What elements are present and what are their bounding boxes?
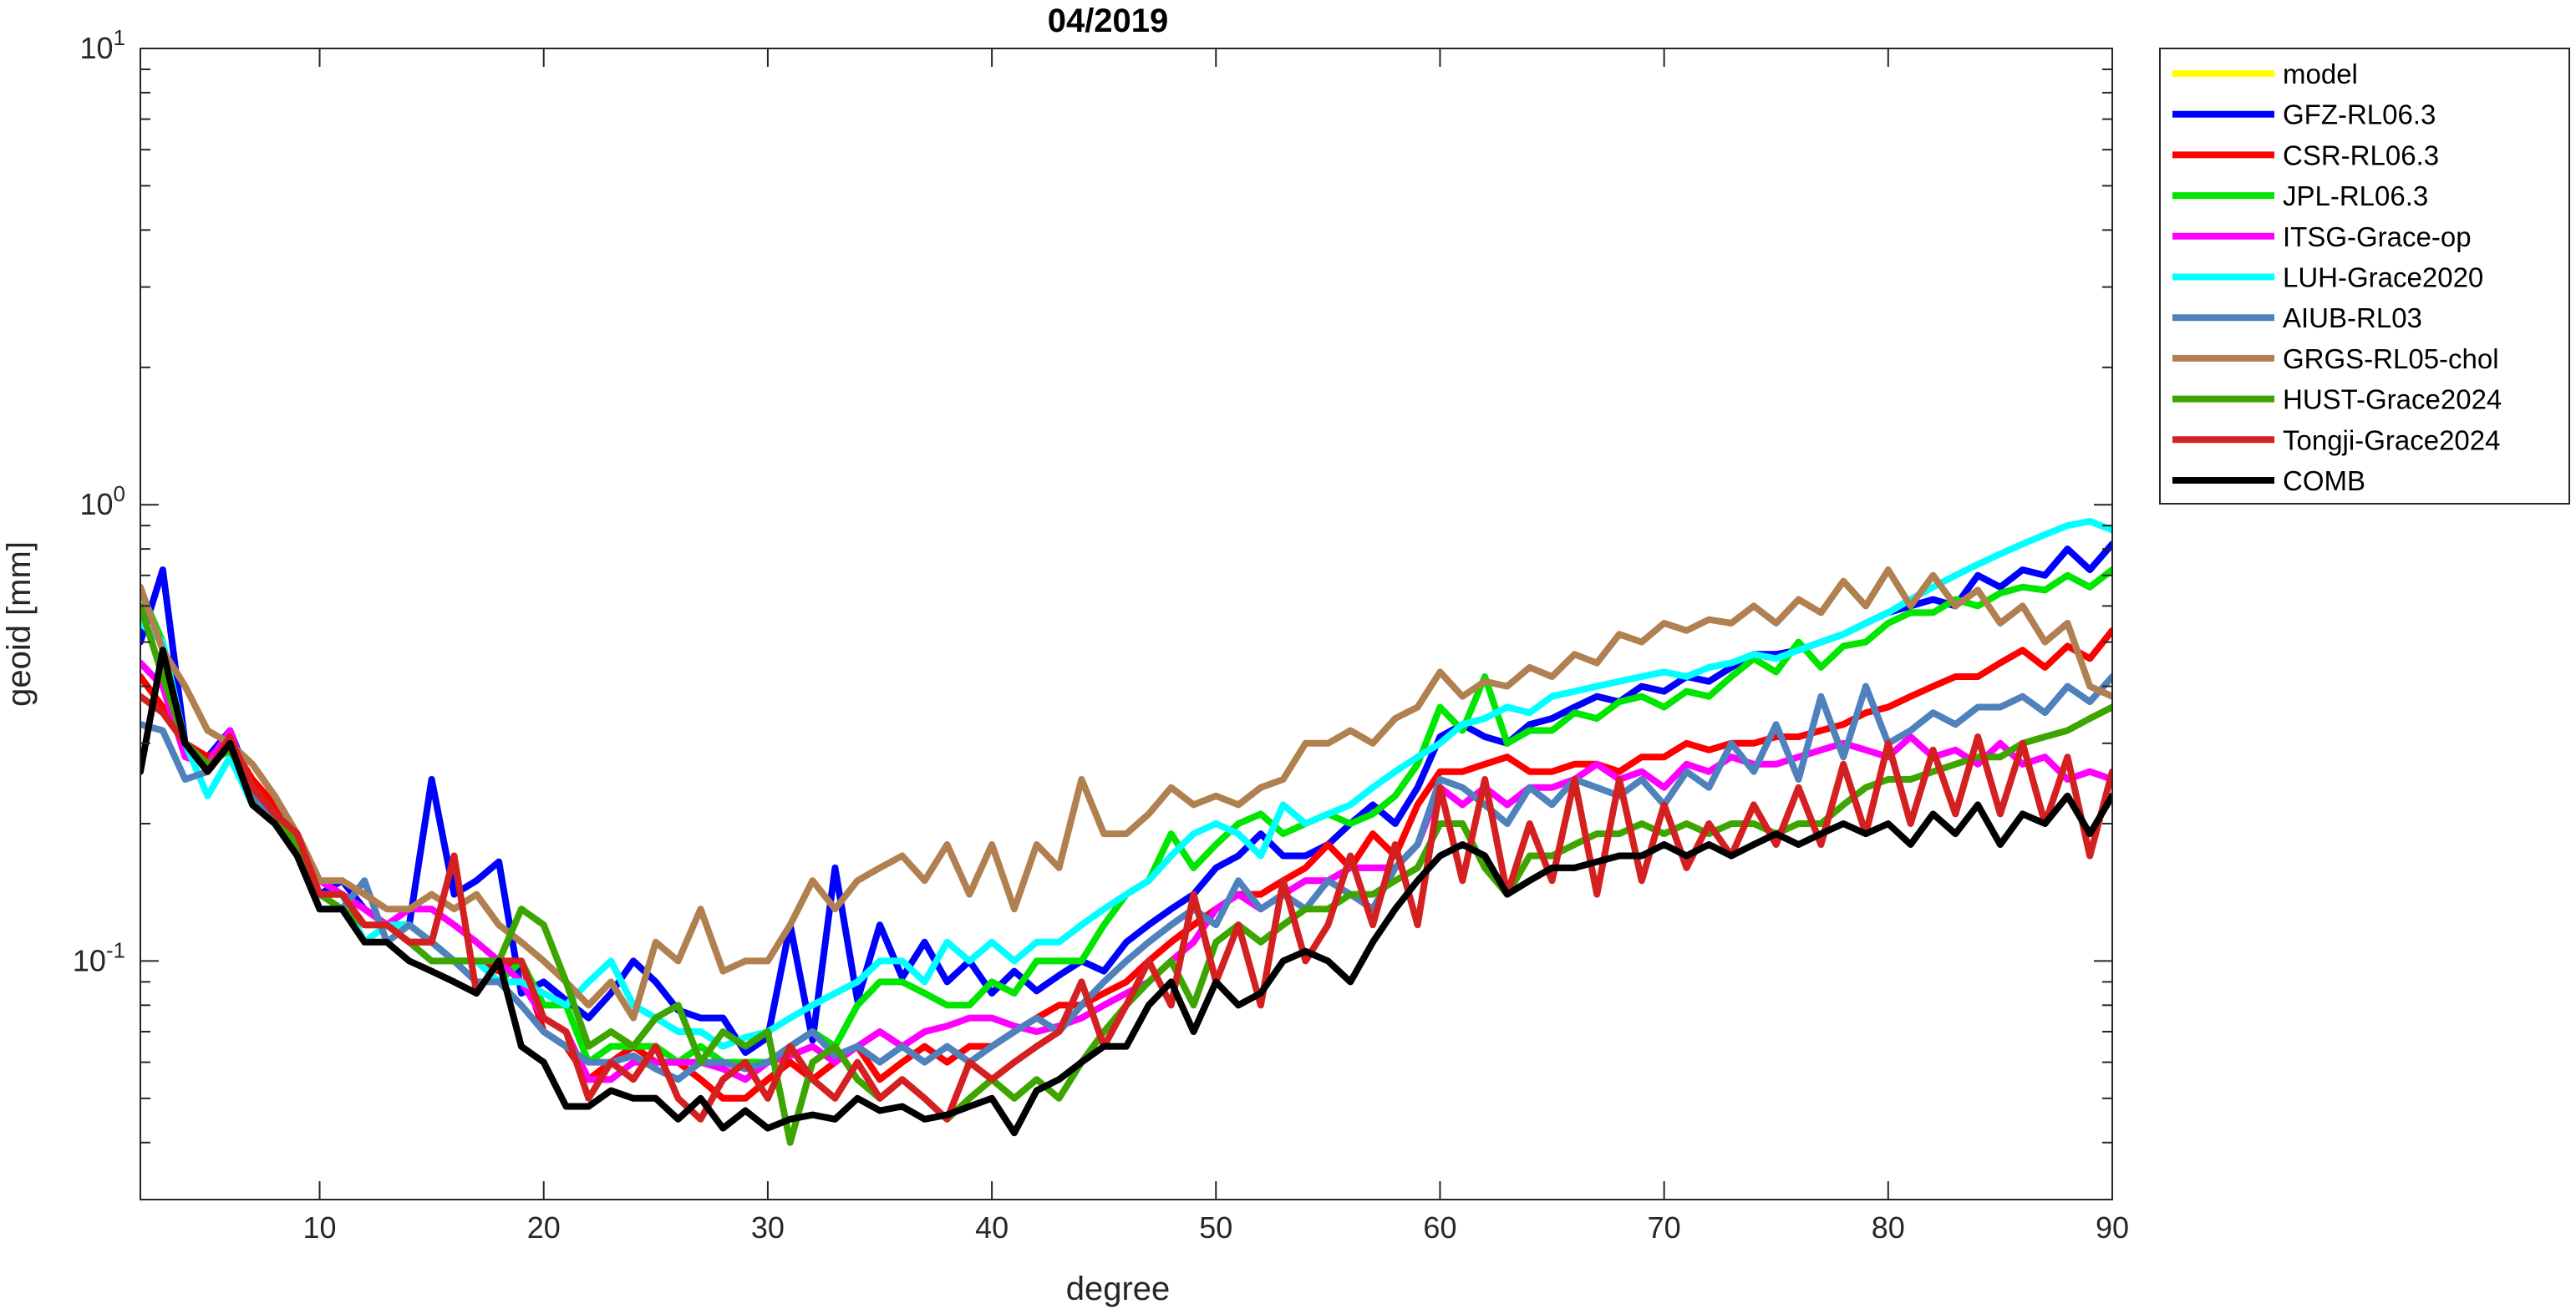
legend-item-model: model xyxy=(2172,58,2358,89)
legend-label: ITSG-Grace-op xyxy=(2283,221,2472,252)
legend-label: AIUB-RL03 xyxy=(2283,302,2422,333)
x-tick-label: 50 xyxy=(1199,1210,1232,1245)
legend-label: COMB xyxy=(2283,465,2365,496)
legend: model GFZ-RL06.3 CSR-RL06.3 JPL-RL06.3 ITSG-… xyxy=(2159,48,2570,505)
y-tick-exponent: -1 xyxy=(106,937,125,962)
y-tick-label: 10-1 xyxy=(73,937,125,977)
y-tick-base: 10 xyxy=(79,487,113,521)
x-tick-label: 60 xyxy=(1423,1210,1456,1245)
legend-item-hust-grace2024: HUST-Grace2024 xyxy=(2172,384,2502,415)
plot-frame xyxy=(140,48,2113,1200)
series-line-comb xyxy=(140,647,2112,1137)
x-tick-label: 30 xyxy=(751,1210,785,1245)
legend-label: HUST-Grace2024 xyxy=(2283,384,2502,415)
y-tick-label: 100 xyxy=(79,481,125,521)
y-tick-base: 10 xyxy=(79,31,113,65)
legend-label: model xyxy=(2283,58,2358,89)
legend-item-itsg-grace-op: ITSG-Grace-op xyxy=(2172,221,2472,252)
x-tick-label: 70 xyxy=(1648,1210,1681,1245)
legend-item-csr-rl06-3: CSR-RL06.3 xyxy=(2172,140,2439,170)
x-tick-label: 10 xyxy=(303,1210,337,1245)
y-axis-label: geoid [mm] xyxy=(1,541,38,707)
series-line-grgs-rl05-chol xyxy=(140,566,2112,1022)
legend-label: GFZ-RL06.3 xyxy=(2283,99,2436,130)
legend-item-jpl-rl06-3: JPL-RL06.3 xyxy=(2172,180,2428,211)
y-tick-label: 101 xyxy=(79,25,125,65)
legend-item-aiub-rl03: AIUB-RL03 xyxy=(2172,302,2422,333)
legend-item-luh-grace2020: LUH-Grace2020 xyxy=(2172,262,2483,293)
legend-item-tongji-grace2024: Tongji-Grace2024 xyxy=(2172,424,2501,455)
series-line-tongji-grace2024 xyxy=(140,693,2112,1123)
x-tick-label: 90 xyxy=(2096,1210,2129,1245)
series-lines xyxy=(140,518,2112,1146)
legend-item-comb: COMB xyxy=(2172,465,2365,496)
legend-label: CSR-RL06.3 xyxy=(2283,140,2439,170)
chart-title: 04/2019 xyxy=(1048,3,1169,39)
x-axis-label: degree xyxy=(1066,1271,1171,1307)
legend-item-grgs-rl05-chol: GRGS-RL05-chol xyxy=(2172,343,2499,374)
x-tick-label: 20 xyxy=(527,1210,561,1245)
y-tick-exponent: 1 xyxy=(114,25,125,50)
legend-item-gfz-rl06-3: GFZ-RL06.3 xyxy=(2172,99,2436,130)
y-tick-base: 10 xyxy=(73,943,106,977)
legend-label: JPL-RL06.3 xyxy=(2283,180,2428,211)
x-tick-label: 40 xyxy=(975,1210,1009,1245)
series-line-aiub-rl03 xyxy=(140,673,2112,1083)
legend-label: LUH-Grace2020 xyxy=(2283,262,2483,293)
x-tick-label: 80 xyxy=(1872,1210,1905,1245)
legend-label: GRGS-RL05-chol xyxy=(2283,343,2499,374)
y-tick-exponent: 0 xyxy=(114,481,125,506)
x-axis: 10 20 30 40 50 60 70 80 90 xyxy=(303,48,2129,1245)
plot-area xyxy=(140,48,2113,1200)
legend-label: Tongji-Grace2024 xyxy=(2283,424,2501,455)
